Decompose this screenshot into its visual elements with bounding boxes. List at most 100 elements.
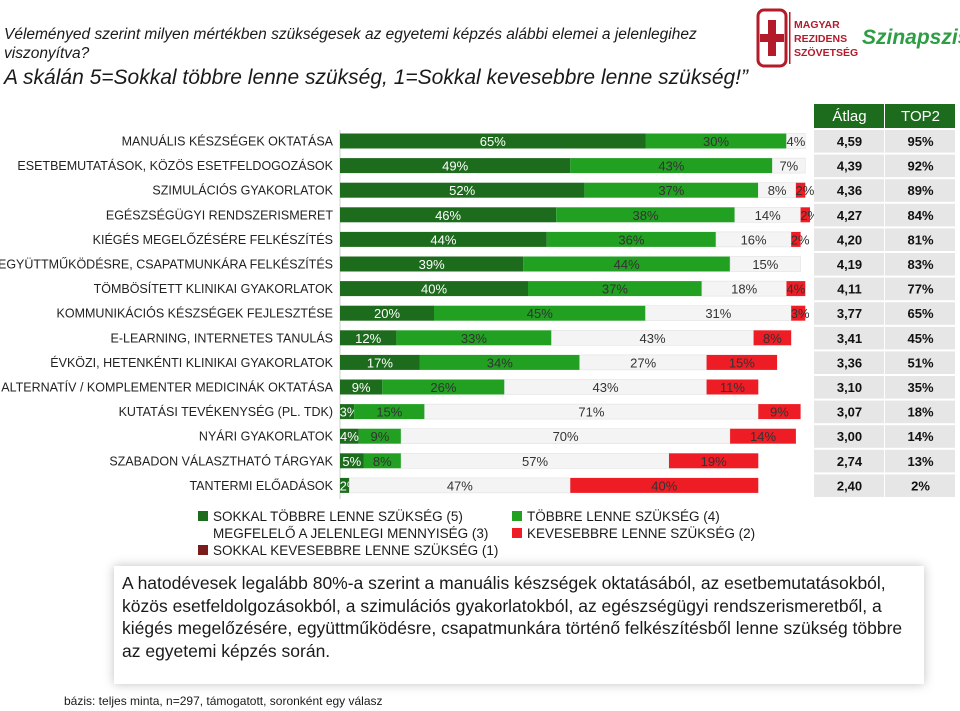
data-label: 12%: [355, 331, 381, 346]
table-cell: [885, 277, 955, 301]
bar-segment: [772, 157, 806, 174]
table-value: 4,11: [837, 282, 862, 297]
data-label: 36%: [618, 232, 644, 247]
data-label: 43%: [640, 331, 666, 346]
table-cell: [814, 400, 884, 424]
bar-segment: [753, 330, 792, 346]
bar-segment: [729, 256, 801, 272]
legend-label-2: KEVESEBBRE LENNE SZÜKSÉG (2): [527, 526, 756, 541]
data-label: 8%: [768, 183, 787, 198]
table-value: 3,77: [837, 306, 862, 321]
logos: MAGYAR REZIDENS SZÖVETSÉG Szinapszis: [756, 8, 960, 68]
mrsz-line1: MAGYAR: [794, 19, 840, 31]
table-header-label: Átlag: [832, 108, 866, 125]
data-label: 49%: [442, 159, 468, 174]
table-value: 3,36: [837, 355, 862, 370]
data-label: 34%: [487, 355, 513, 370]
data-label: 20%: [374, 306, 400, 321]
table-cell: [885, 253, 955, 276]
table-value: 65%: [907, 306, 933, 321]
stacked-bar-chart: Átlag TOP2 MANUÁLIS KÉSZSÉGEK OKTATÁSA 65% 3…: [0, 104, 955, 499]
bar-segment: [786, 133, 806, 149]
bar-segment: [340, 305, 434, 321]
table-value: 77%: [907, 282, 933, 297]
bar-segment: [363, 453, 402, 469]
data-label: 71%: [578, 405, 604, 420]
summary-box: A hatodévesek legalább 80%-a szerint a m…: [114, 566, 924, 684]
table-value: 2,74: [837, 454, 863, 469]
table-cell: [885, 203, 955, 227]
table-value: 18%: [907, 405, 933, 420]
table-value: 4,39: [837, 159, 862, 174]
bar-segment: [546, 231, 716, 247]
data-label: 9%: [371, 429, 390, 444]
data-label: 70%: [553, 429, 579, 444]
table-cell: [814, 179, 884, 202]
category-label: ÉVKÖZI, HETENKÉNTI KLINIKAI GYAKORLATOK: [50, 355, 333, 370]
bar-segment: [528, 281, 702, 297]
category-label: TANTERMI ELŐADÁSOK: [189, 478, 333, 493]
bar-segment: [340, 207, 557, 223]
table-value: 3,07: [837, 405, 862, 420]
bar-segment: [340, 330, 397, 346]
data-label: 17%: [367, 355, 393, 370]
data-label: 3%: [340, 405, 359, 420]
bar-segment: [340, 477, 350, 493]
category-label: MANUÁLIS KÉSZSÉGEK OKTATÁSA: [122, 134, 334, 149]
data-label: 5%: [342, 454, 361, 469]
data-label: 2%: [791, 232, 810, 247]
table-cell: [814, 449, 884, 473]
szinapszis-logo: Szinapszis: [862, 26, 960, 49]
table-cell: [814, 154, 884, 178]
data-label: 37%: [658, 183, 684, 198]
bar-segment: [340, 404, 355, 420]
data-label: 8%: [763, 331, 782, 346]
table-value: 51%: [907, 355, 933, 370]
table-value: 2%: [911, 478, 930, 493]
table-value: 3,10: [837, 380, 862, 395]
data-label: 40%: [651, 478, 677, 493]
table-cell: [814, 302, 884, 325]
mrsz-line3: SZÖVETSÉG: [794, 46, 858, 59]
data-label: 7%: [779, 159, 798, 174]
table-cell: [814, 203, 884, 227]
data-label: 39%: [419, 257, 445, 272]
bar-segment: [669, 453, 759, 469]
data-label: 4%: [787, 282, 806, 297]
bar-segment: [786, 281, 806, 297]
bar-segment: [570, 477, 759, 493]
data-label: 4%: [340, 429, 359, 444]
bar-segment: [340, 182, 585, 198]
category-label: E-LEARNING, INTERNETES TANULÁS: [111, 330, 334, 345]
table-cell: [885, 154, 955, 178]
bar-segment: [584, 182, 759, 198]
table-cell: [814, 130, 884, 153]
bar-segment: [382, 379, 505, 395]
data-label: 37%: [602, 282, 628, 297]
bar-segment: [354, 404, 425, 420]
data-label: 16%: [741, 232, 767, 247]
table-cell: [814, 376, 884, 399]
data-label: 45%: [527, 306, 553, 321]
data-label: 46%: [435, 208, 461, 223]
legend-item-1: SOKKAL KEVESEBBRE LENNE SZÜKSÉG (1): [198, 542, 498, 559]
table-value: 84%: [907, 208, 933, 223]
data-label: 30%: [703, 134, 729, 149]
legend-label-4: TÖBBRE LENNE SZÜKSÉG (4): [527, 509, 720, 524]
bar-segment: [340, 428, 359, 444]
question-title: Véleményed szerint milyen mértékben szük…: [4, 26, 697, 62]
bar-segment: [791, 305, 806, 321]
bar-segment: [340, 256, 524, 272]
bar-segment: [791, 231, 801, 247]
legend-item-2: KEVESEBBRE LENNE SZÜKSÉG (2): [512, 525, 755, 542]
bar-segment: [706, 379, 759, 395]
bar-segment: [358, 428, 402, 444]
bar-segment: [523, 256, 731, 272]
table-value: 3,41: [837, 331, 862, 346]
table-cell: [885, 376, 955, 399]
legend-swatch-1: [198, 545, 208, 555]
table-header-label: TOP2: [901, 108, 940, 125]
table-value: 4,27: [837, 208, 862, 223]
legend-label-3: MEGFELELŐ A JELENLEGI MENNYISÉG (3): [213, 526, 489, 541]
table-value: 2,40: [837, 478, 862, 493]
